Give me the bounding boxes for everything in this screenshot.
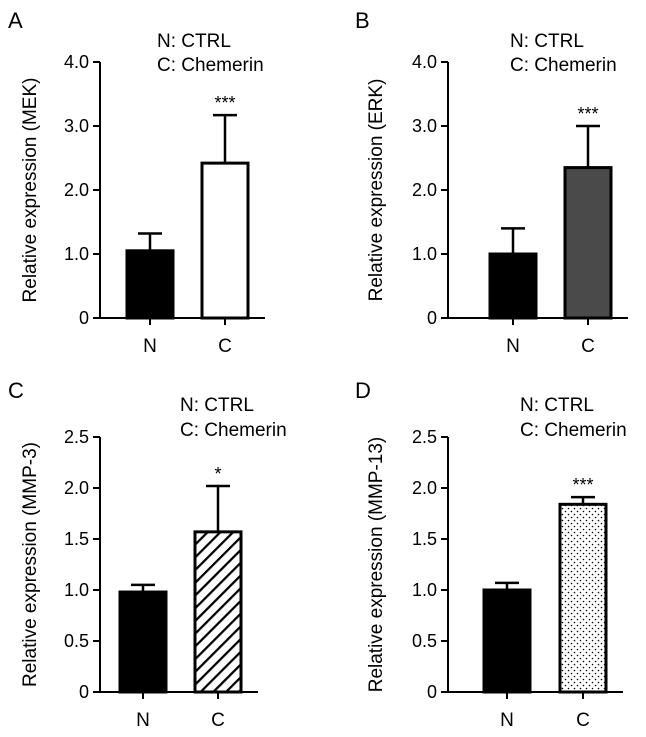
panel-d-y-axis-label: Relative expression (MMP-13) [366, 437, 387, 693]
panel-c-bar-n [118, 590, 168, 694]
panel-a-y-tick-label: 3.0 [64, 116, 89, 136]
panel-b-legend-entry: C: Chemerin [510, 55, 617, 76]
panel-b-y-axis-label: Relative expression (ERK) [366, 79, 387, 302]
panel-d-bar-c [558, 502, 608, 694]
panel-d-y-tick-label: 2.0 [412, 478, 437, 498]
panel-a-legend-entry: N: CTRL [157, 31, 231, 52]
panel-d-y-tick-label: 0 [427, 682, 437, 702]
panel-d-legend-entry: N: CTRL [520, 395, 594, 416]
panel-b-y-tick-label: 3.0 [412, 116, 437, 136]
panel-b-significance-label: *** [577, 104, 598, 124]
panel-d-y-tick-label: 0.5 [412, 631, 437, 651]
panel-a-y-tick-label: 4.0 [64, 52, 89, 72]
panel-c-category-label: N [136, 710, 150, 731]
panel-c-category-label: C [211, 710, 225, 731]
panel-b-y-tick-label: 1.0 [412, 244, 437, 264]
panel-c-legend-entry: C: Chemerin [180, 420, 287, 441]
panel-b-category-label: C [581, 336, 595, 357]
panel-a-letter: A [8, 8, 23, 33]
panel-a-legend-entry: C: Chemerin [157, 55, 264, 76]
panel-c-bar-c [193, 530, 243, 694]
panel-b-bar-n [488, 252, 538, 320]
panel-a-significance-label: *** [214, 93, 235, 113]
panel-d-bar-n [482, 588, 532, 694]
panel-a-y-axis-label: Relative expression (MEK) [20, 78, 41, 303]
panel-a-bar-n [125, 249, 175, 320]
panel-b-y-tick-label: 4.0 [412, 52, 437, 72]
panel-c-y-tick-label: 0 [79, 682, 89, 702]
panel-c-significance-label: * [214, 464, 221, 484]
panel-c-y-tick-label: 1.5 [64, 529, 89, 549]
panel-b-letter: B [355, 8, 370, 33]
panel-a-y-tick-label: 2.0 [64, 180, 89, 200]
panel-b-legend-entry: N: CTRL [510, 31, 584, 52]
panel-d-letter: D [355, 378, 371, 403]
panel-c-y-tick-label: 2.0 [64, 478, 89, 498]
panel-b-category-label: N [506, 336, 520, 357]
panel-b-y-tick-label: 2.0 [412, 180, 437, 200]
panel-d-y-tick-label: 1.0 [412, 580, 437, 600]
panel-a-y-tick-label: 0 [79, 308, 89, 328]
panel-c-y-tick-label: 2.5 [64, 427, 89, 447]
panel-d-category-label: C [576, 710, 590, 731]
panel-a-category-label: C [218, 336, 232, 357]
panel-a-category-label: N [143, 336, 157, 357]
panel-a-y-tick-label: 1.0 [64, 244, 89, 264]
panel-c-y-tick-label: 0.5 [64, 631, 89, 651]
panel-c-letter: C [8, 378, 24, 403]
panel-c-y-axis-label: Relative expression (MMP-3) [20, 442, 41, 687]
panel-d-legend-entry: C: Chemerin [520, 420, 627, 441]
panel-b-bar-c [563, 166, 613, 320]
panel-c-legend-entry: N: CTRL [180, 395, 254, 416]
panel-d-y-tick-label: 1.5 [412, 529, 437, 549]
panel-d-significance-label: *** [572, 475, 593, 495]
panel-a-bar-c [200, 161, 250, 320]
panel-d-y-tick-label: 2.5 [412, 427, 437, 447]
panel-b-y-tick-label: 0 [427, 308, 437, 328]
panel-d-category-label: N [500, 710, 514, 731]
panel-c-y-tick-label: 1.0 [64, 580, 89, 600]
